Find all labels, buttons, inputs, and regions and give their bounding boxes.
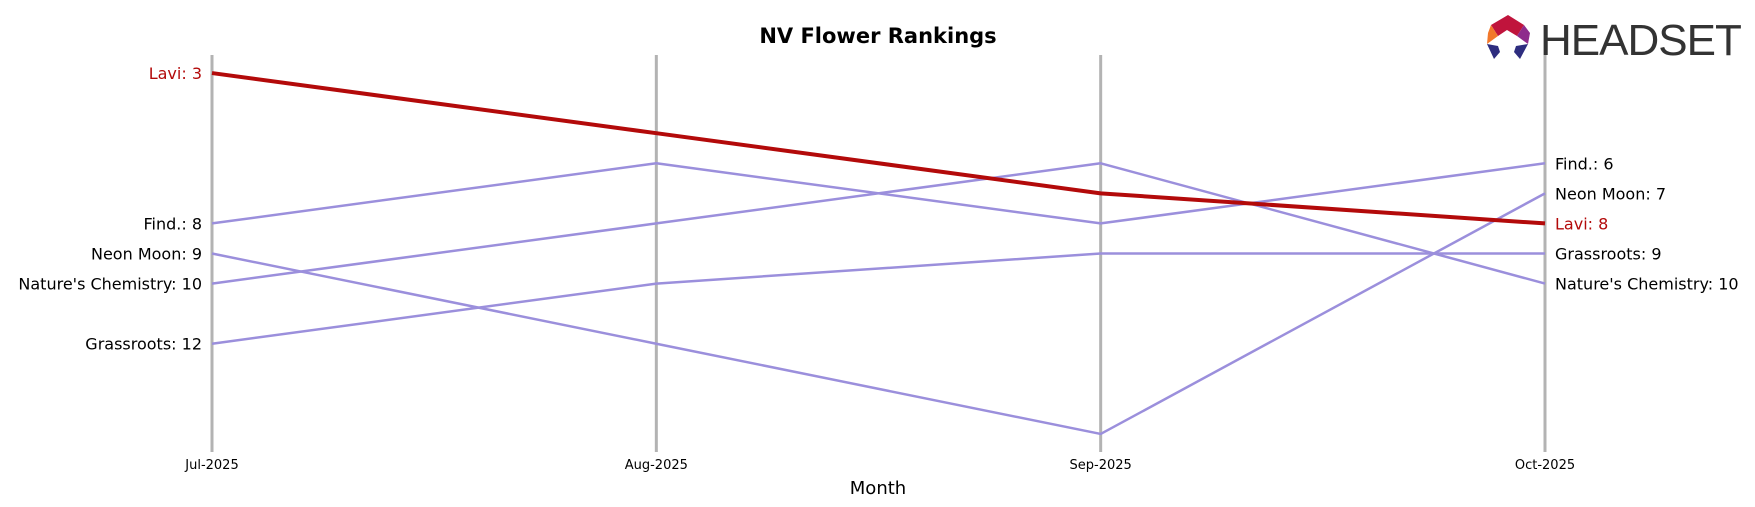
x-axis-label: Month <box>850 478 906 499</box>
x-tick-label: Sep-2025 <box>1070 458 1132 473</box>
start-label: Find.: 8 <box>143 214 202 233</box>
start-label: Grassroots: 12 <box>85 335 202 354</box>
start-label: Nature's Chemistry: 10 <box>18 275 202 294</box>
end-label: Lavi: 8 <box>1555 214 1608 233</box>
headset-hexagon-logo-icon <box>1487 15 1530 59</box>
series-line-lavi <box>211 71 1546 226</box>
end-label: Grassroots: 9 <box>1555 245 1662 264</box>
x-tick-label: Oct-2025 <box>1515 458 1575 473</box>
start-label: Lavi: 3 <box>149 64 202 83</box>
logo-text: HEADSET <box>1540 16 1741 65</box>
series-line-neon-moon <box>211 192 1546 436</box>
series-line-grassroots <box>211 252 1545 345</box>
start-label: Neon Moon: 9 <box>91 245 202 264</box>
end-label: Find.: 6 <box>1555 154 1614 173</box>
series-line-nature-s-chemistry <box>211 162 1546 285</box>
headset-logo: HEADSET <box>1487 15 1742 65</box>
x-tick-label: Jul-2025 <box>184 458 238 473</box>
end-label: Neon Moon: 7 <box>1555 184 1666 203</box>
series-lines <box>211 71 1546 436</box>
chart-title: NV Flower Rankings <box>759 24 996 48</box>
x-tick-label: Aug-2025 <box>625 458 688 473</box>
series-labels: Find.: 8 Find.: 6 Neon Moon: 9 Neon Moon: 7… <box>18 64 1738 354</box>
end-label: Nature's Chemistry: 10 <box>1555 275 1739 294</box>
x-tick-labels: Jul-2025 Aug-2025 Sep-2025 Oct-2025 <box>184 458 1575 473</box>
